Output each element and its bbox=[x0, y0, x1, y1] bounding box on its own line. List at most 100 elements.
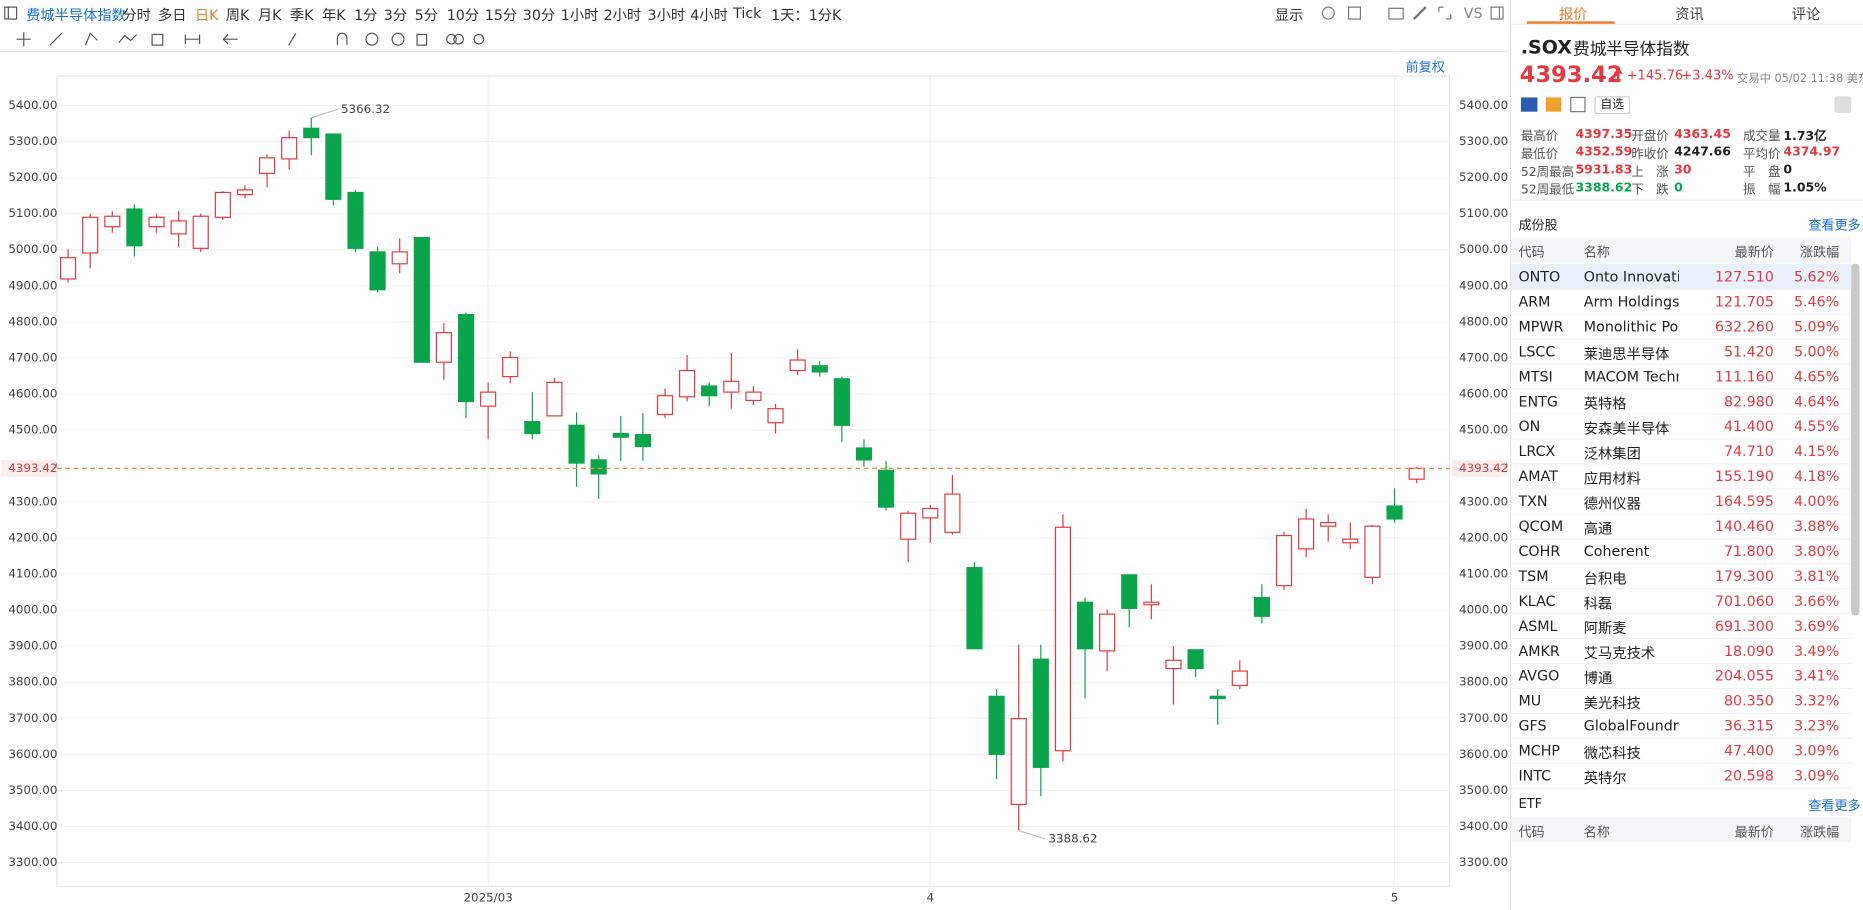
more-link[interactable]: 查看更多 bbox=[1808, 217, 1861, 233]
panel-toggle[interactable] bbox=[1490, 6, 1504, 20]
interval-tab[interactable]: 3小时 bbox=[647, 7, 686, 24]
table-row[interactable] bbox=[1511, 513, 1852, 540]
table-row[interactable] bbox=[1511, 438, 1852, 465]
table-cell: 3.49% bbox=[1793, 642, 1840, 660]
column-header[interactable]: 名称 bbox=[1583, 244, 1610, 261]
table-row[interactable] bbox=[1511, 613, 1852, 640]
interval-tab[interactable]: Tick bbox=[733, 4, 762, 22]
y-tick-label: 3500.00 bbox=[1459, 783, 1508, 797]
table-cell: LSCC bbox=[1518, 343, 1556, 360]
table-cell: 140.460 bbox=[1714, 517, 1774, 535]
stat-label: 开盘价 bbox=[1631, 129, 1669, 144]
table-row[interactable] bbox=[1511, 738, 1852, 764]
tab-underline bbox=[1526, 21, 1615, 24]
table-row[interactable] bbox=[1511, 339, 1852, 365]
interval-tab[interactable]: 月K bbox=[257, 7, 282, 24]
price-tag-label: 4393.42 bbox=[8, 461, 57, 475]
adjust-toggle[interactable]: 前复权 bbox=[1405, 59, 1445, 75]
interval-tab[interactable]: 3分 bbox=[383, 7, 408, 24]
y-tick-label: 4900.00 bbox=[8, 278, 57, 292]
y-tick-label: 4300.00 bbox=[1459, 495, 1508, 509]
y-tick-label: 4700.00 bbox=[8, 350, 57, 364]
table-row[interactable] bbox=[1511, 538, 1852, 565]
table-cell: ASML bbox=[1518, 617, 1558, 635]
tab[interactable]: 评论 bbox=[1791, 5, 1821, 23]
table-cell: MACOM Techn bbox=[1583, 368, 1679, 385]
candle-body bbox=[1342, 538, 1359, 544]
column-header[interactable]: 代码 bbox=[1518, 824, 1545, 840]
interval-tab[interactable]: 周K bbox=[225, 7, 250, 24]
column-header[interactable]: 最新价 bbox=[1734, 244, 1774, 261]
y-tick-label: 3400.00 bbox=[1459, 819, 1508, 833]
y-tick-label: 3600.00 bbox=[1459, 747, 1508, 761]
column-header[interactable]: 最新价 bbox=[1734, 824, 1774, 840]
y-tick-label: 4500.00 bbox=[8, 422, 57, 436]
table-row[interactable] bbox=[1511, 289, 1852, 315]
table-row[interactable] bbox=[1511, 488, 1852, 515]
table-cell: 3.88% bbox=[1793, 517, 1840, 535]
y-tick-label: 5000.00 bbox=[8, 242, 57, 256]
table-row[interactable] bbox=[1511, 364, 1852, 390]
interval-tab[interactable]: 4小时 bbox=[690, 7, 728, 24]
table-row[interactable] bbox=[1511, 563, 1852, 590]
table-row[interactable] bbox=[1511, 413, 1852, 440]
table-row[interactable] bbox=[1511, 638, 1852, 665]
column-header[interactable]: 涨跌幅 bbox=[1800, 824, 1840, 840]
table-cell: 82.980 bbox=[1723, 393, 1774, 410]
interval-tab[interactable]: 日K bbox=[194, 7, 219, 24]
table-cell: 4.00% bbox=[1793, 493, 1840, 510]
y-tick-label: 4600.00 bbox=[1459, 386, 1508, 400]
interval-tab[interactable]: 2小时 bbox=[603, 7, 642, 24]
column-header[interactable]: 名称 bbox=[1583, 824, 1610, 840]
stat-label: 52周最低 bbox=[1520, 182, 1575, 198]
market-status: 交易中 05/02 11:38 美东 bbox=[1737, 72, 1863, 86]
candle-body bbox=[413, 236, 430, 363]
interval-tab[interactable]: 分时 bbox=[122, 7, 151, 24]
tab[interactable]: 资讯 bbox=[1675, 5, 1704, 23]
table-row[interactable] bbox=[1511, 388, 1852, 415]
tab[interactable]: 报价 bbox=[1558, 5, 1588, 23]
table-row[interactable] bbox=[1511, 763, 1852, 789]
table-row[interactable] bbox=[1511, 713, 1852, 739]
interval-tab[interactable]: 5分 bbox=[414, 7, 438, 24]
interval-tab[interactable]: 1天：1分K bbox=[771, 7, 842, 24]
interval-tab[interactable]: 年K bbox=[321, 7, 346, 24]
column-header[interactable]: 代码 bbox=[1518, 244, 1545, 261]
interval-tab[interactable]: 15分 bbox=[484, 7, 518, 24]
interval-tab[interactable]: 季K bbox=[289, 7, 314, 24]
table-row[interactable] bbox=[1511, 588, 1852, 615]
table-row[interactable] bbox=[1511, 663, 1852, 690]
candle-body bbox=[1187, 649, 1204, 670]
candle-body bbox=[966, 567, 983, 650]
price-tag bbox=[1, 460, 56, 477]
table-row[interactable] bbox=[1511, 314, 1852, 340]
drawing-tools[interactable] bbox=[12, 31, 487, 48]
candle-body bbox=[590, 459, 607, 475]
y-tick-label: 5100.00 bbox=[8, 206, 57, 220]
candle-body bbox=[634, 434, 651, 448]
layout-icon[interactable] bbox=[4, 6, 18, 20]
column-header[interactable]: 涨跌幅 bbox=[1800, 244, 1840, 261]
interval-tab[interactable]: 1分 bbox=[354, 7, 378, 24]
more-link[interactable]: 查看更多 bbox=[1808, 798, 1861, 814]
toolbar-icons[interactable] bbox=[1319, 6, 1497, 20]
interval-tab[interactable]: 10分 bbox=[446, 7, 480, 24]
display-menu[interactable]: 显示 bbox=[1274, 7, 1304, 24]
table-header bbox=[1511, 237, 1852, 263]
y-tick-label: 3800.00 bbox=[8, 675, 57, 689]
interval-tab[interactable]: 多日 bbox=[158, 7, 187, 24]
alert-button[interactable] bbox=[1834, 96, 1852, 113]
stat-value: 1.05% bbox=[1783, 180, 1827, 195]
symbol-tab[interactable]: 费城半导体指数 bbox=[26, 7, 126, 24]
candle-body bbox=[1099, 613, 1116, 652]
table-row[interactable] bbox=[1511, 264, 1852, 290]
table-row[interactable] bbox=[1511, 688, 1852, 714]
interval-tab[interactable]: 1小时 bbox=[560, 7, 599, 24]
annotation-leader bbox=[311, 108, 338, 119]
watch-button[interactable]: 自选 bbox=[1594, 96, 1631, 115]
scrollbar[interactable] bbox=[1851, 263, 1860, 616]
table-row[interactable] bbox=[1511, 463, 1852, 490]
interval-tab[interactable]: 30分 bbox=[522, 7, 556, 24]
stat-label: 最高价 bbox=[1520, 129, 1559, 144]
compare-button[interactable]: VS bbox=[1463, 4, 1483, 22]
